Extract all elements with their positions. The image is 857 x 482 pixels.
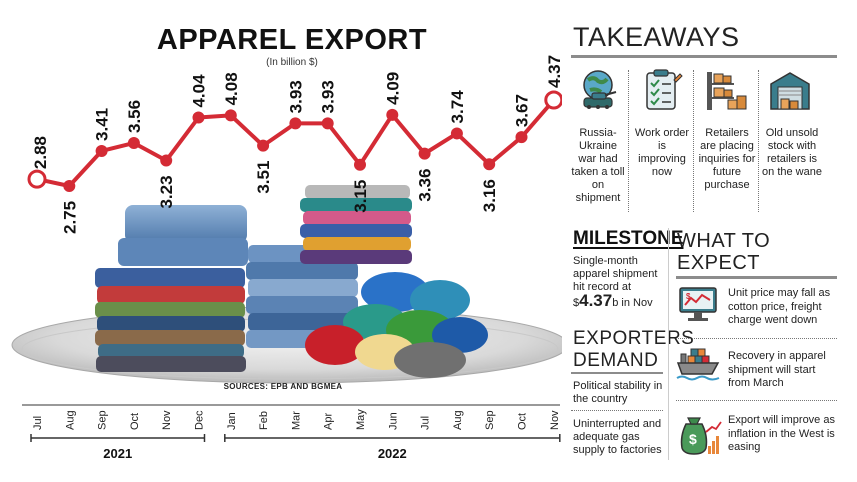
data-label: 4.04 (190, 74, 209, 108)
data-point (27, 169, 47, 189)
expect-text: Recovery in apparel shipment will start … (728, 350, 826, 389)
data-point (483, 158, 496, 171)
data-label: 3.36 (416, 169, 435, 202)
takeaway-separator (628, 70, 629, 212)
exporters-item-separator (571, 410, 663, 411)
data-label: 3.93 (319, 80, 338, 113)
data-point (321, 117, 334, 130)
year-label: 2022 (378, 446, 407, 461)
data-point (63, 180, 76, 192)
month-label: Aug (452, 410, 464, 430)
data-point (192, 111, 205, 124)
apparel-export-chart: APPAREL EXPORT (In billion $) (11, 24, 562, 461)
data-label: 3.74 (448, 90, 467, 124)
takeaway-text: Retailers are placing inquiries for futu… (698, 127, 756, 191)
milestone-title: MILESTONE (573, 228, 684, 249)
month-label: Sep (484, 410, 496, 430)
month-label: Sep (97, 410, 109, 430)
month-label: Feb (258, 411, 270, 430)
data-label: 3.51 (254, 161, 273, 194)
data-label: 4.08 (222, 72, 241, 105)
expect-text: Unit price may fall as cotton price, fre… (728, 287, 831, 326)
expect-rule (676, 276, 837, 279)
chart-subtitle: (In billion $) (266, 57, 318, 68)
month-label: Apr (323, 413, 335, 430)
exporters-demand-item: Political stability in the country (573, 380, 663, 405)
data-label: 4.37 (545, 55, 562, 88)
data-label: 2.75 (60, 201, 79, 234)
clipboard-checklist-icon (640, 68, 684, 112)
month-label: Dec (194, 410, 206, 430)
data-point (418, 147, 431, 160)
milestone-text-before: Single-month apparel shipment hit record… (573, 255, 658, 293)
month-label: Mar (290, 411, 302, 430)
takeaways-title: TAKEAWAYS (573, 22, 740, 52)
chart-x-axis: Jul Aug Sep Oct Nov Dec Jan Feb Mar Apr May Jun Jul A… (30, 409, 561, 461)
milestone-value-suffix: b in Nov (612, 297, 653, 309)
svg-text:$: $ (686, 292, 691, 301)
data-point (127, 137, 140, 149)
clothes-illustration (11, 185, 562, 384)
month-label: Jun (387, 412, 399, 430)
data-label: 3.16 (480, 179, 499, 212)
milestone-value: 4.37 (579, 291, 613, 310)
data-label: 3.67 (513, 94, 532, 127)
data-label: 3.15 (351, 180, 370, 213)
column-separator (668, 228, 669, 460)
expect-text: Export will improve as inflation in the … (728, 414, 835, 453)
exporters-demand-title: EXPORTERS DEMAND (573, 328, 695, 371)
sources-note: SOURCES: EPB AND BGMEA (224, 382, 343, 391)
expect-item-separator (676, 400, 837, 401)
month-label: Aug (64, 410, 76, 430)
takeaway-separator (693, 70, 694, 212)
data-point (224, 109, 237, 122)
chart-title: APPAREL EXPORT (157, 24, 427, 56)
takeaway-text: Work order is improving now (634, 127, 690, 178)
month-label: Jan (226, 412, 238, 430)
what-to-expect-title: WHAT TO EXPECT (677, 230, 771, 274)
data-point (515, 131, 528, 144)
data-label: 2.88 (31, 136, 50, 169)
month-label: Oct (517, 413, 529, 430)
data-point (257, 139, 270, 152)
data-point (354, 158, 366, 171)
takeaway-text: Russia-Ukraine war had taken a toll on s… (571, 127, 625, 204)
globe-tank-icon (576, 68, 620, 112)
takeaway-separator (758, 70, 759, 212)
data-point (450, 127, 463, 140)
data-label: 3.56 (125, 100, 144, 133)
svg-text:$: $ (689, 431, 697, 447)
month-label: Jul (420, 416, 432, 430)
exporters-rule (571, 372, 663, 374)
data-point (95, 144, 108, 157)
data-point (160, 154, 173, 167)
takeaway-text: Old unsold stock with retailers is on th… (762, 127, 822, 178)
year-label: 2021 (103, 446, 132, 461)
month-label: Jul (32, 416, 44, 430)
data-point (289, 117, 302, 130)
data-label: 3.93 (286, 80, 305, 113)
month-label: May (355, 409, 367, 430)
milestone-text: Single-month apparel shipment hit record… (573, 255, 668, 310)
takeaways-rule (571, 55, 837, 58)
data-label: 3.41 (93, 108, 112, 141)
chart-series: 2.88 2.75 3.41 3.56 3.23 4.04 4.08 3.51 3.93 3.93… (27, 55, 562, 234)
data-point (544, 90, 562, 110)
data-label: 3.23 (157, 175, 176, 208)
data-point (386, 108, 399, 121)
milestone-value-prefix: $ (573, 297, 580, 309)
expect-item-separator (676, 338, 837, 339)
exporters-demand-item: Uninterrupted and adequate gas supply to… (573, 418, 662, 456)
shelf-boxes-icon (704, 68, 748, 112)
warehouse-icon (768, 68, 812, 112)
month-label: Oct (129, 413, 141, 430)
month-label: Nov (161, 410, 173, 430)
money-bag-growth-icon: $ (676, 410, 722, 458)
cargo-ship-icon (676, 346, 720, 386)
data-label: 4.09 (383, 72, 402, 105)
monitor-price-chart-icon: $ (678, 284, 718, 324)
month-label: Nov (549, 410, 561, 430)
